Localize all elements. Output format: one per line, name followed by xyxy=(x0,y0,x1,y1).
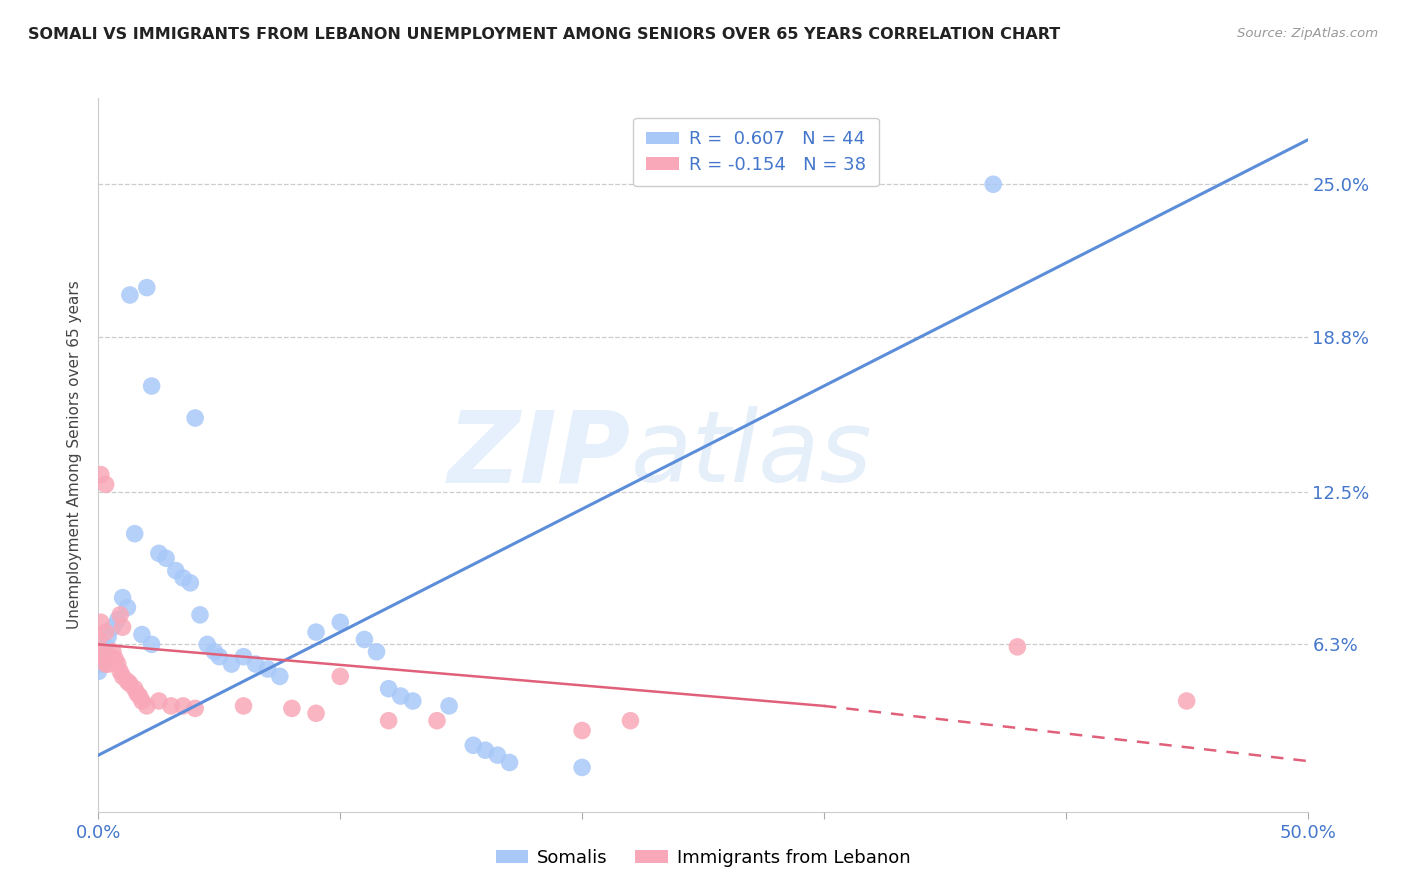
Point xyxy=(281,701,304,715)
Point xyxy=(128,689,150,703)
Point xyxy=(389,689,412,703)
Point xyxy=(97,657,120,671)
Point xyxy=(204,645,226,659)
Point xyxy=(111,669,134,683)
Point xyxy=(135,698,157,713)
Point xyxy=(329,615,352,630)
Point xyxy=(94,657,117,671)
Point xyxy=(256,662,278,676)
Legend: Somalis, Immigrants from Lebanon: Somalis, Immigrants from Lebanon xyxy=(488,842,918,874)
Point xyxy=(245,657,267,671)
Point xyxy=(94,625,117,640)
Point xyxy=(305,706,328,721)
Point xyxy=(87,665,110,679)
Point xyxy=(131,627,153,641)
Point xyxy=(619,714,641,728)
Point xyxy=(141,637,163,651)
Point xyxy=(377,681,399,696)
Point xyxy=(148,546,170,560)
Point xyxy=(90,657,112,671)
Point xyxy=(437,698,460,713)
Point xyxy=(208,649,231,664)
Point xyxy=(104,652,127,666)
Point xyxy=(111,620,134,634)
Point xyxy=(269,669,291,683)
Point xyxy=(155,551,177,566)
Text: Source: ZipAtlas.com: Source: ZipAtlas.com xyxy=(1237,27,1378,40)
Point xyxy=(571,760,593,774)
Point xyxy=(571,723,593,738)
Point xyxy=(107,657,129,671)
Point xyxy=(172,698,194,713)
Point xyxy=(377,714,399,728)
Point xyxy=(195,637,218,651)
Point xyxy=(329,669,352,683)
Point xyxy=(90,645,112,659)
Y-axis label: Unemployment Among Seniors over 65 years: Unemployment Among Seniors over 65 years xyxy=(67,281,83,629)
Point xyxy=(87,632,110,647)
Point xyxy=(124,526,146,541)
Point xyxy=(94,477,117,491)
Point xyxy=(172,571,194,585)
Point xyxy=(90,467,112,482)
Point xyxy=(117,674,139,689)
Point xyxy=(118,677,141,691)
Point xyxy=(117,600,139,615)
Point xyxy=(100,649,122,664)
Point xyxy=(981,178,1004,192)
Point xyxy=(111,591,134,605)
Point xyxy=(184,411,207,425)
Point xyxy=(94,640,117,654)
Point xyxy=(366,645,388,659)
Point xyxy=(108,665,131,679)
Point xyxy=(91,649,114,664)
Point xyxy=(353,632,375,647)
Point xyxy=(90,615,112,630)
Text: atlas: atlas xyxy=(630,407,872,503)
Point xyxy=(101,645,124,659)
Point xyxy=(232,649,254,664)
Point xyxy=(141,379,163,393)
Point xyxy=(124,681,146,696)
Point xyxy=(184,701,207,715)
Point xyxy=(474,743,496,757)
Point xyxy=(463,739,485,753)
Point xyxy=(486,748,509,763)
Point xyxy=(402,694,425,708)
Point xyxy=(426,714,449,728)
Point xyxy=(1007,640,1029,654)
Point xyxy=(131,694,153,708)
Point xyxy=(148,694,170,708)
Point xyxy=(188,607,211,622)
Text: SOMALI VS IMMIGRANTS FROM LEBANON UNEMPLOYMENT AMONG SENIORS OVER 65 YEARS CORRE: SOMALI VS IMMIGRANTS FROM LEBANON UNEMPL… xyxy=(28,27,1060,42)
Point xyxy=(118,288,141,302)
Point xyxy=(179,575,201,590)
Point xyxy=(498,756,520,770)
Point xyxy=(107,613,129,627)
Point xyxy=(101,620,124,634)
Point xyxy=(91,649,114,664)
Point xyxy=(165,564,187,578)
Point xyxy=(1175,694,1198,708)
Point xyxy=(232,698,254,713)
Point xyxy=(160,698,183,713)
Point xyxy=(305,625,328,640)
Point xyxy=(97,630,120,644)
Point xyxy=(135,280,157,294)
Text: ZIP: ZIP xyxy=(447,407,630,503)
Point xyxy=(221,657,243,671)
Point xyxy=(108,607,131,622)
Point xyxy=(127,687,149,701)
